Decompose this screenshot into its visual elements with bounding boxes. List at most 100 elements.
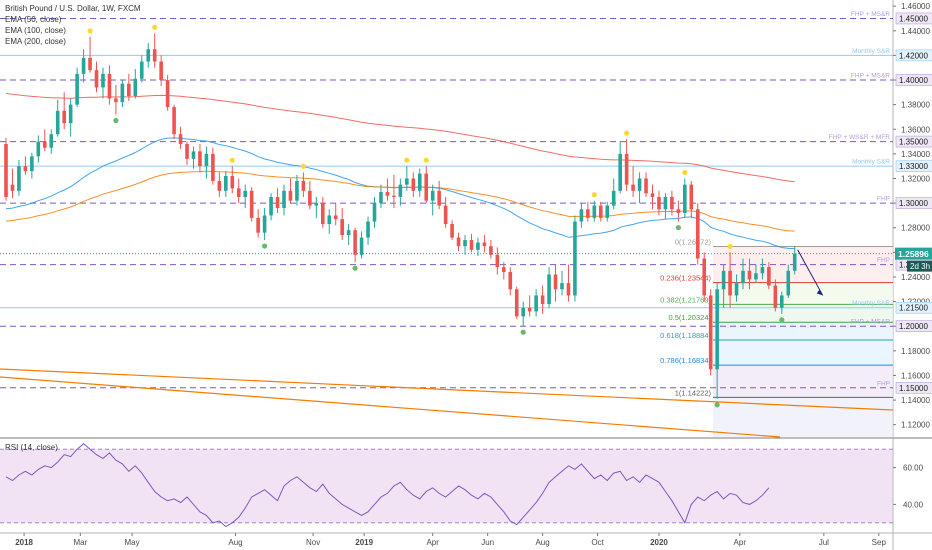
candle-body	[217, 180, 222, 191]
fib-zone	[713, 397, 893, 437]
level-price-badge	[895, 49, 932, 62]
candle-body	[333, 215, 338, 220]
candle-body	[618, 153, 622, 191]
price-tick-label: 1.46000	[901, 2, 930, 11]
candle-body	[456, 237, 461, 247]
candle-body	[346, 230, 351, 236]
level-price-badge-text: 1.15000	[899, 384, 928, 393]
price-tick-label: 1.16000	[901, 371, 930, 380]
candle-body	[637, 178, 642, 191]
candle-body	[553, 274, 558, 290]
candle-body	[430, 190, 435, 201]
price-tick-label: 1.12000	[901, 421, 930, 430]
candle-body	[495, 254, 500, 268]
fractal-low-dot	[779, 317, 785, 323]
level-price-badge-text: 1.21500	[899, 304, 928, 313]
candle-body	[256, 217, 260, 233]
candle-body	[359, 237, 364, 255]
level-tag: Monthly S&R	[852, 48, 890, 55]
candle-body	[107, 73, 112, 99]
countdown-badge	[907, 260, 932, 272]
candle-body	[127, 83, 131, 97]
level-price-badge	[895, 320, 932, 333]
time-tick-label: Aug	[228, 538, 242, 547]
candle-body	[508, 272, 513, 290]
fib-zone	[713, 304, 893, 323]
candle-body	[702, 258, 707, 296]
candle-body	[62, 110, 66, 124]
projection-arrow	[797, 249, 824, 296]
fractal-low-dot	[262, 243, 268, 249]
candle-body	[411, 178, 416, 191]
legend-title: British Pound / U.S. Dollar, 1W, FXCM	[5, 4, 141, 13]
candle-body	[644, 178, 648, 194]
candle-body	[379, 192, 383, 204]
fractal-high-dot	[591, 192, 597, 198]
candle-body	[514, 289, 519, 317]
candle-body	[204, 153, 209, 167]
fractal-high-dot	[152, 24, 158, 30]
candle-body	[443, 205, 448, 225]
price-tick-label: 1.28000	[901, 224, 930, 233]
candle-body	[489, 246, 493, 255]
level-price-badge	[895, 12, 932, 25]
current-price-value: 1.25896	[898, 249, 929, 259]
level-tag: FHP + MS&R	[851, 73, 890, 80]
price-tick-label: 1.44000	[901, 27, 930, 36]
time-tick-label: Jul	[819, 538, 829, 547]
level-tag: FHP + MS&R	[851, 11, 890, 18]
candle-body	[566, 283, 571, 296]
fib-zone	[713, 322, 893, 340]
level-price-badge	[895, 74, 932, 86]
candle-body	[224, 176, 228, 191]
candle-body	[437, 190, 441, 206]
candle-body	[94, 70, 99, 88]
candle-body	[120, 83, 125, 103]
candle-body	[605, 205, 610, 218]
candle-body	[185, 144, 189, 159]
candle-body	[592, 205, 597, 218]
candle-body	[392, 195, 396, 197]
candle-body	[49, 134, 54, 148]
price-tick-label: 1.36000	[901, 125, 930, 134]
candle-body	[417, 173, 422, 191]
candle-body	[55, 110, 60, 135]
level-price-badge	[895, 160, 932, 172]
candle-body	[211, 153, 215, 181]
candle-body	[708, 295, 713, 370]
candle-body	[249, 190, 254, 218]
legend-ema-50: EMA (50, close)	[5, 15, 62, 24]
price-tick-label: 1.18000	[901, 347, 930, 356]
legend-ema-200: EMA (200, close)	[5, 37, 66, 46]
time-tick-label: Aug	[535, 538, 549, 547]
rsi-line	[5, 443, 770, 528]
candle-body	[650, 193, 655, 197]
candle-body	[424, 173, 429, 201]
candle-body	[631, 184, 635, 191]
level-price-badge-text: 1.20000	[899, 322, 928, 331]
candle-body	[527, 307, 532, 312]
candle-body	[133, 78, 138, 97]
fractal-high-dot	[727, 243, 733, 249]
fractal-low-dot	[675, 224, 681, 231]
candle-body	[405, 178, 409, 185]
level-price-badge	[895, 135, 932, 148]
fib-level-label: 0.5(1.20324)	[668, 313, 711, 322]
candle-body	[773, 285, 778, 308]
time-tick-label: 2019	[355, 538, 373, 547]
candle-body	[754, 273, 758, 280]
candle-body	[159, 61, 163, 81]
candle-body	[139, 61, 144, 79]
fractal-low-dot	[520, 329, 526, 335]
candle-body	[676, 209, 681, 213]
candle-body	[482, 242, 487, 247]
countdown-value: 2d 3h	[910, 262, 930, 271]
legend-ema-100: EMA (100, close)	[5, 26, 66, 35]
fib-level-label: 0.382(1.21769)	[660, 295, 711, 304]
level-price-badge-text: 1.40000	[899, 76, 928, 85]
candle-body	[450, 224, 454, 238]
trendline-upper	[0, 368, 894, 411]
candle-body	[146, 49, 151, 62]
